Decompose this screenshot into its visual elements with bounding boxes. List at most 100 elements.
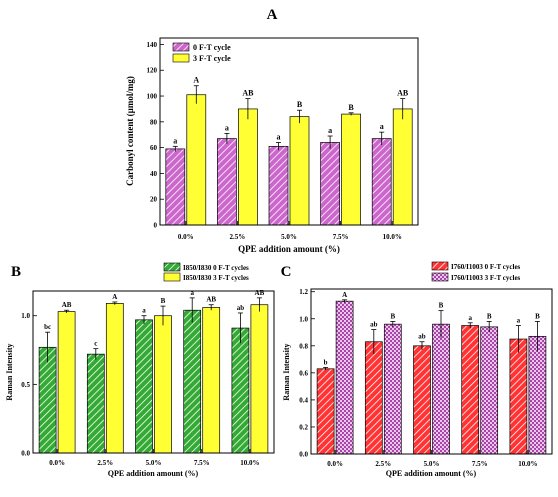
panel-c-y-tick-label-1: 0.2 <box>299 423 308 431</box>
panel-c-legend-label-1: I760/I1003 3 F-T cycles <box>451 274 521 282</box>
panel-c-bar-s1-4 <box>528 335 547 455</box>
panel-a-y-tick-label-6: 120 <box>147 67 158 75</box>
panel-a-sig-letter-s0-4: a <box>380 122 384 131</box>
panel-c-bar-s0-2 <box>413 345 431 455</box>
panel-a-sig-letter-s0-3: a <box>328 126 332 135</box>
panel-a-category-label-1: 2.5% <box>230 233 246 241</box>
panel-c-sig-letter-s1-1: B <box>390 312 395 320</box>
panel-c-y-axis-label: Raman Intensity <box>282 343 291 400</box>
panel-a-bar-s1-4 <box>392 108 413 226</box>
panel-c-sig-letter-s0-1: ab <box>370 321 378 329</box>
panel-a-bar-s1-2 <box>289 116 310 226</box>
panel-b-y-tick-label-1: 0.5 <box>21 381 30 389</box>
chart-panel-c: 0.0 0.2 0.4 0.6 0.8 1.0 1.2 0.0% b A 2.5% ab B 5.0% ab… <box>282 261 553 478</box>
panel-c-bar-s1-1 <box>383 323 402 455</box>
panel-c-category-label-1: 2.5% <box>375 460 391 468</box>
panel-b-sig-letter-s0-2: a <box>142 307 146 315</box>
panel-c-bar-s1-0 <box>335 300 354 455</box>
panel-c-y-tick-label-3: 0.6 <box>299 369 308 377</box>
panel-a-category-label-4: 10.0% <box>383 233 402 241</box>
panel-b-category-label-3: 7.5% <box>194 459 210 467</box>
panel-b-sig-letter-s0-4: ab <box>237 304 245 312</box>
chart-panel-b: 0.0 0.5 1.0 0.0% bc AB 2.5% c A 5.0% a B 7.5% a AB 10.0… <box>5 262 275 478</box>
panel-b-sig-letter-s1-3: AB <box>206 296 216 304</box>
panel-b-bar-s0-1 <box>86 353 105 454</box>
panel-b-legend-swatch-1 <box>163 272 181 282</box>
panel-a-y-tick-label-5: 100 <box>147 93 158 101</box>
panel-c-bar-s0-4 <box>509 338 528 455</box>
panel-a-plot-frame <box>159 37 419 226</box>
panel-c-y-tick-label-6: 1.2 <box>299 288 308 296</box>
panel-a-sig-letter-s0-1: a <box>225 123 229 132</box>
panel-a-sig-letter-s0-0: a <box>173 136 177 145</box>
panel-c-legend-swatch-0 <box>431 261 449 271</box>
panel-c-bar-s0-0 <box>316 368 335 455</box>
panel-a-sig-letter-s1-1: AB <box>242 89 254 98</box>
panel-b-category-label-4: 10.0% <box>240 459 259 467</box>
panel-b-bar-s0-3 <box>183 309 202 454</box>
panel-a-bar-s0-3 <box>320 142 340 226</box>
panel-a-legend: 0 F-T cycle 3 F-T cycle <box>172 42 231 63</box>
panel-a-y-tick-label-1: 20 <box>150 196 158 204</box>
panel-c-y-tick-label-4: 0.8 <box>299 342 308 350</box>
panel-c-sig-letter-s1-3: B <box>487 312 492 320</box>
panel-a-bar-s0-0 <box>165 148 186 226</box>
panel-a-sig-letter-s0-2: a <box>277 132 281 141</box>
panel-label-b: B <box>11 264 21 280</box>
panel-a-bar-s1-0 <box>186 94 207 226</box>
panel-label-c: C <box>281 264 292 280</box>
panel-b-legend-label-0: I850/I830 0 F-T cycles <box>183 264 249 272</box>
panel-c-category-label-0: 0.0% <box>327 460 343 468</box>
panel-b-bar-s1-2 <box>154 315 172 454</box>
panel-c-bar-s1-2 <box>432 323 450 455</box>
panel-c-plot-frame <box>310 288 553 455</box>
panel-a-bar-s0-1 <box>217 138 237 226</box>
panel-c-sig-letter-s0-2: ab <box>418 333 426 341</box>
panel-a-legend-label-1: 3 F-T cycle <box>193 54 231 63</box>
chart-panel-a: 0 20 40 60 80 100 120 140 0.0% a A 2.5% a AB 5.0% a B 7.5… <box>125 37 419 254</box>
panel-b-bar-s1-0 <box>57 311 76 454</box>
panel-c-sig-letter-s1-2: B <box>439 302 444 310</box>
panel-a-sig-letter-s1-2: B <box>297 100 303 109</box>
panel-b-bar-s1-3 <box>202 307 221 454</box>
panel-b-bar-s1-1 <box>105 303 124 454</box>
panel-b-sig-letter-s0-3: a <box>190 289 194 297</box>
panel-a-y-tick-label-7: 140 <box>147 41 158 49</box>
panel-a-y-tick-label-2: 40 <box>150 170 158 178</box>
panel-c-legend: I760/I1003 0 F-T cycles I760/I1003 3 F-T… <box>431 261 521 282</box>
panel-a-y-axis-label: Carbonyl content (µmol/mg) <box>125 76 135 186</box>
panel-b-sig-letter-s1-1: A <box>112 293 117 301</box>
panel-b-sig-letter-s0-0: bc <box>44 323 51 331</box>
panel-a-bar-s1-3 <box>341 113 361 226</box>
panel-c-legend-label-0: I760/I1003 0 F-T cycles <box>451 263 521 271</box>
panel-a-legend-swatch-1 <box>172 53 190 63</box>
panel-b-y-tick-label-2: 1.0 <box>21 312 30 320</box>
panel-a-y-tick-label-4: 80 <box>150 118 158 126</box>
panel-a-sig-letter-s1-0: A <box>193 76 199 85</box>
panel-b-bar-s0-2 <box>135 319 153 454</box>
panel-b-y-tick-label-0: 0.0 <box>21 450 30 458</box>
panel-b-bar-s0-4 <box>231 327 250 454</box>
panel-b-x-axis-label: QPE addition amount (%) <box>108 469 199 478</box>
panel-b-sig-letter-s1-0: AB <box>62 301 72 309</box>
panel-c-y-tick-label-5: 1.0 <box>299 315 308 323</box>
panel-c-legend-swatch-1 <box>431 272 449 282</box>
panel-b-legend: I850/I830 0 F-T cycles I850/I830 3 F-T c… <box>163 262 249 282</box>
panel-c-sig-letter-s1-4: B <box>535 312 540 320</box>
panel-a-bar-s0-4 <box>371 138 392 226</box>
panel-c-category-label-4: 10.0% <box>518 460 537 468</box>
panel-b-category-label-0: 0.0% <box>49 459 65 467</box>
panel-c-bar-s0-1 <box>364 341 383 455</box>
panel-a-y-tick-label-0: 0 <box>154 222 158 230</box>
panel-a-legend-label-0: 0 F-T cycle <box>193 43 231 52</box>
panel-b-sig-letter-s0-1: c <box>94 340 97 348</box>
panel-c-bar-s0-3 <box>461 325 480 455</box>
panel-c-sig-letter-s0-4: a <box>517 317 521 325</box>
panel-b-category-label-2: 5.0% <box>146 459 162 467</box>
panel-b-bar-s0-0 <box>38 346 57 454</box>
panel-c-x-axis-label: QPE addition amount (%) <box>386 469 477 478</box>
panel-a-category-label-0: 0.0% <box>178 233 194 241</box>
panel-c-sig-letter-s0-3: a <box>468 314 472 322</box>
panel-b-sig-letter-s1-2: B <box>161 297 166 305</box>
